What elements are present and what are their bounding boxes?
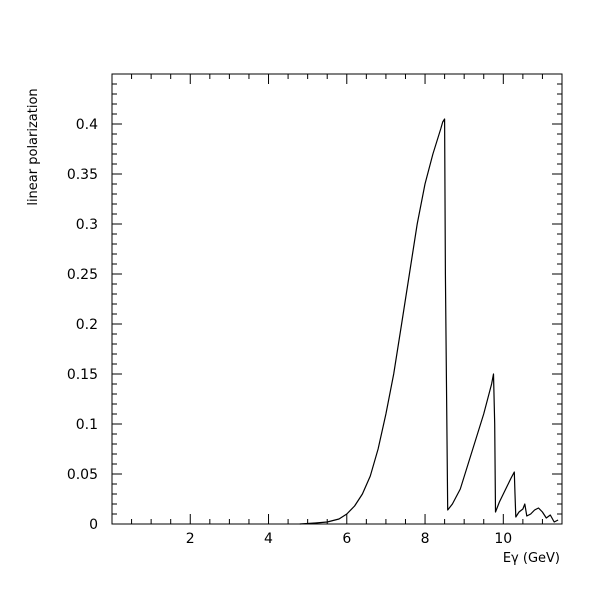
- y-tick-label: 0.3: [76, 217, 98, 233]
- y-axis-ticks: [112, 83, 562, 515]
- x-axis-ticks: [131, 74, 543, 524]
- y-axis-title: linear polarization: [26, 88, 41, 205]
- x-axis-tick-labels: 2 4 6 8 10: [186, 531, 512, 547]
- y-tick-label: 0.25: [67, 267, 98, 283]
- x-tick-label: 4: [264, 531, 273, 547]
- y-tick-label: 0.15: [67, 367, 98, 383]
- series-group: [299, 118, 559, 525]
- plot-frame: [111, 73, 563, 525]
- y-tick-label: 0.4: [76, 117, 98, 133]
- y-tick-label: 0.2: [76, 317, 98, 333]
- series-line: [299, 118, 559, 525]
- y-tick-label: 0.05: [67, 467, 98, 483]
- x-tick-label: 8: [421, 531, 430, 547]
- x-tick-label: 6: [342, 531, 351, 547]
- y-tick-label: 0.1: [76, 417, 98, 433]
- x-tick-label: 10: [494, 531, 512, 547]
- y-tick-label: 0: [89, 517, 98, 533]
- y-tick-label: 0.35: [67, 167, 98, 183]
- y-axis-tick-labels: 0 0.05 0.1 0.15 0.2 0.25 0.3 0.35 0.4: [67, 117, 98, 533]
- x-tick-label: 2: [186, 531, 195, 547]
- x-axis-title: Eγ (GeV): [503, 551, 560, 566]
